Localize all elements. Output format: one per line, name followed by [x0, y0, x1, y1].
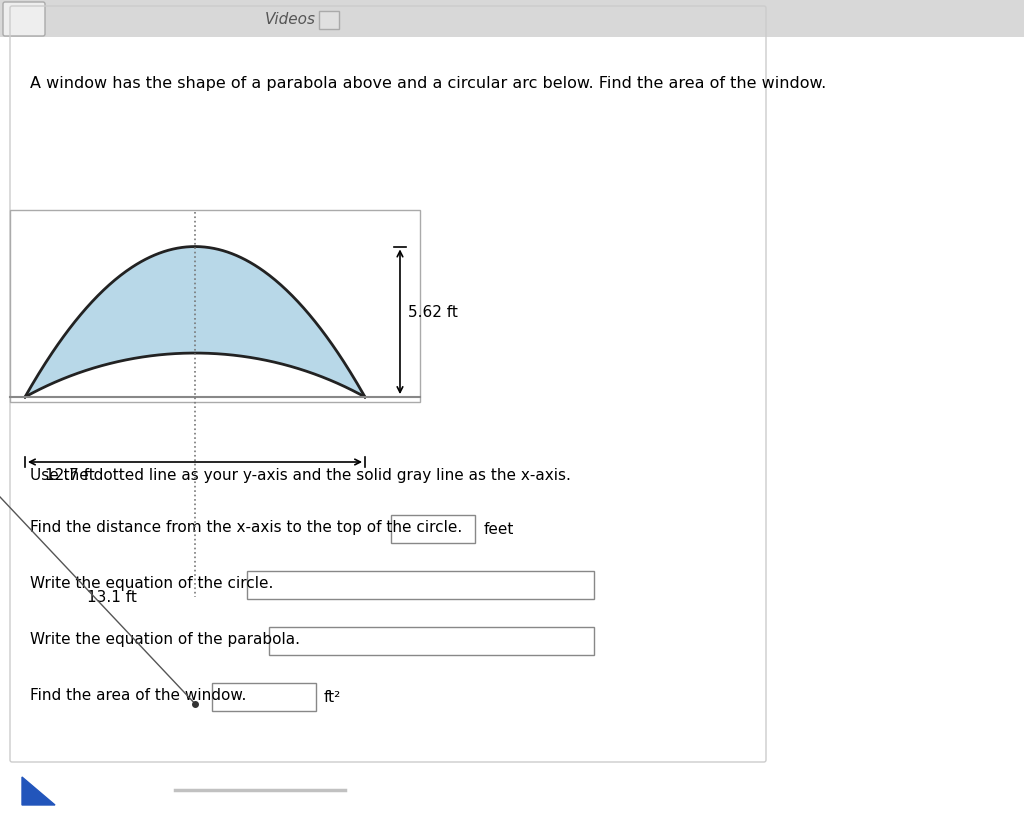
Text: Use the dotted line as your y-axis and the solid gray line as the x-axis.: Use the dotted line as your y-axis and t…: [30, 467, 570, 482]
Text: 12.7 ft: 12.7 ft: [45, 467, 95, 482]
Text: Find the area of the window.: Find the area of the window.: [30, 687, 247, 702]
FancyBboxPatch shape: [3, 3, 45, 37]
FancyBboxPatch shape: [391, 515, 475, 543]
Text: 5.62 ft: 5.62 ft: [408, 305, 458, 320]
Text: Videos: Videos: [264, 12, 315, 26]
FancyBboxPatch shape: [212, 683, 316, 711]
Polygon shape: [22, 777, 55, 805]
FancyBboxPatch shape: [269, 627, 594, 655]
Text: A window has the shape of a parabola above and a circular arc below. Find the ar: A window has the shape of a parabola abo…: [30, 76, 826, 91]
Text: Find the distance from the x-axis to the top of the circle.: Find the distance from the x-axis to the…: [30, 519, 462, 534]
FancyBboxPatch shape: [319, 12, 339, 30]
Bar: [10, 210, 420, 403]
Polygon shape: [25, 247, 365, 398]
Text: Write the equation of the circle.: Write the equation of the circle.: [30, 576, 273, 590]
Text: 13.1 ft: 13.1 ft: [87, 589, 136, 604]
Text: ft²: ft²: [324, 690, 341, 705]
Text: Write the equation of the parabola.: Write the equation of the parabola.: [30, 631, 300, 646]
Bar: [0, 0, 1024, 38]
FancyBboxPatch shape: [247, 571, 594, 600]
Text: feet: feet: [484, 522, 514, 537]
